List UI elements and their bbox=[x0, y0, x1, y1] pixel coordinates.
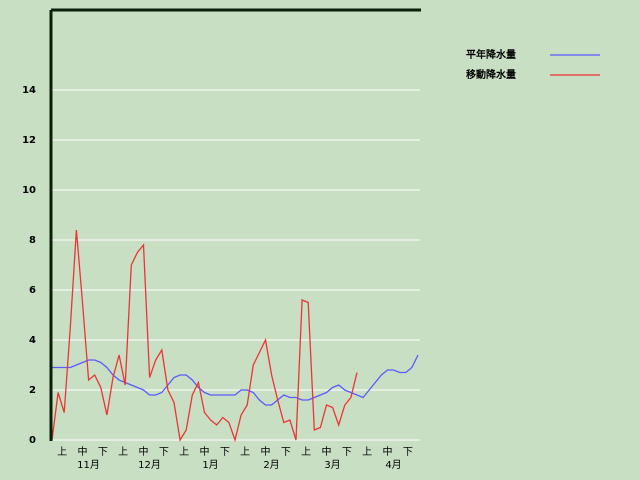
y-tick-label: 8 bbox=[29, 235, 36, 246]
x-tick-label: 中 bbox=[261, 445, 271, 458]
x-tick-label: 中 bbox=[200, 445, 210, 458]
month-label: 2月 bbox=[263, 459, 279, 471]
x-tick-label: 中 bbox=[383, 445, 393, 458]
legend-label: 移動降水量 bbox=[466, 68, 516, 81]
month-label: 3月 bbox=[324, 459, 340, 471]
y-tick-label: 10 bbox=[22, 185, 36, 196]
x-tick-label: 下 bbox=[281, 447, 291, 458]
month-label: 11月 bbox=[77, 459, 100, 471]
plot bbox=[51, 229, 419, 443]
x-tick-label: 中 bbox=[322, 445, 332, 458]
y-tick-label: 12 bbox=[22, 135, 36, 146]
x-tick-label: 下 bbox=[342, 447, 352, 458]
y-tick-label: 14 bbox=[22, 85, 36, 96]
series-line bbox=[51, 229, 358, 443]
y-tick-label: 6 bbox=[29, 285, 36, 296]
x-tick-label: 上 bbox=[301, 446, 311, 458]
x-tick-label: 上 bbox=[57, 446, 67, 458]
series-line bbox=[52, 354, 419, 406]
x-tick-label: 下 bbox=[403, 447, 413, 458]
x-tick-label: 下 bbox=[98, 447, 108, 458]
y-tick-label: 4 bbox=[29, 335, 36, 346]
x-tick-label: 下 bbox=[159, 447, 169, 458]
month-label: 12月 bbox=[138, 459, 161, 471]
grid bbox=[52, 89, 420, 441]
x-tick-label: 上 bbox=[240, 446, 250, 458]
x-tick-label: 上 bbox=[118, 446, 128, 458]
legend-label: 平年降水量 bbox=[466, 48, 516, 61]
y-tick-label: 0 bbox=[29, 435, 36, 446]
x-tick-label: 中 bbox=[139, 445, 149, 458]
x-tick-label: 上 bbox=[362, 446, 372, 458]
x-tick-label: 下 bbox=[220, 447, 230, 458]
y-tick-label: 2 bbox=[29, 385, 36, 396]
x-tick-label: 中 bbox=[78, 445, 88, 458]
month-label: 4月 bbox=[385, 459, 401, 471]
month-label: 1月 bbox=[202, 459, 218, 471]
x-tick-label: 上 bbox=[179, 446, 189, 458]
